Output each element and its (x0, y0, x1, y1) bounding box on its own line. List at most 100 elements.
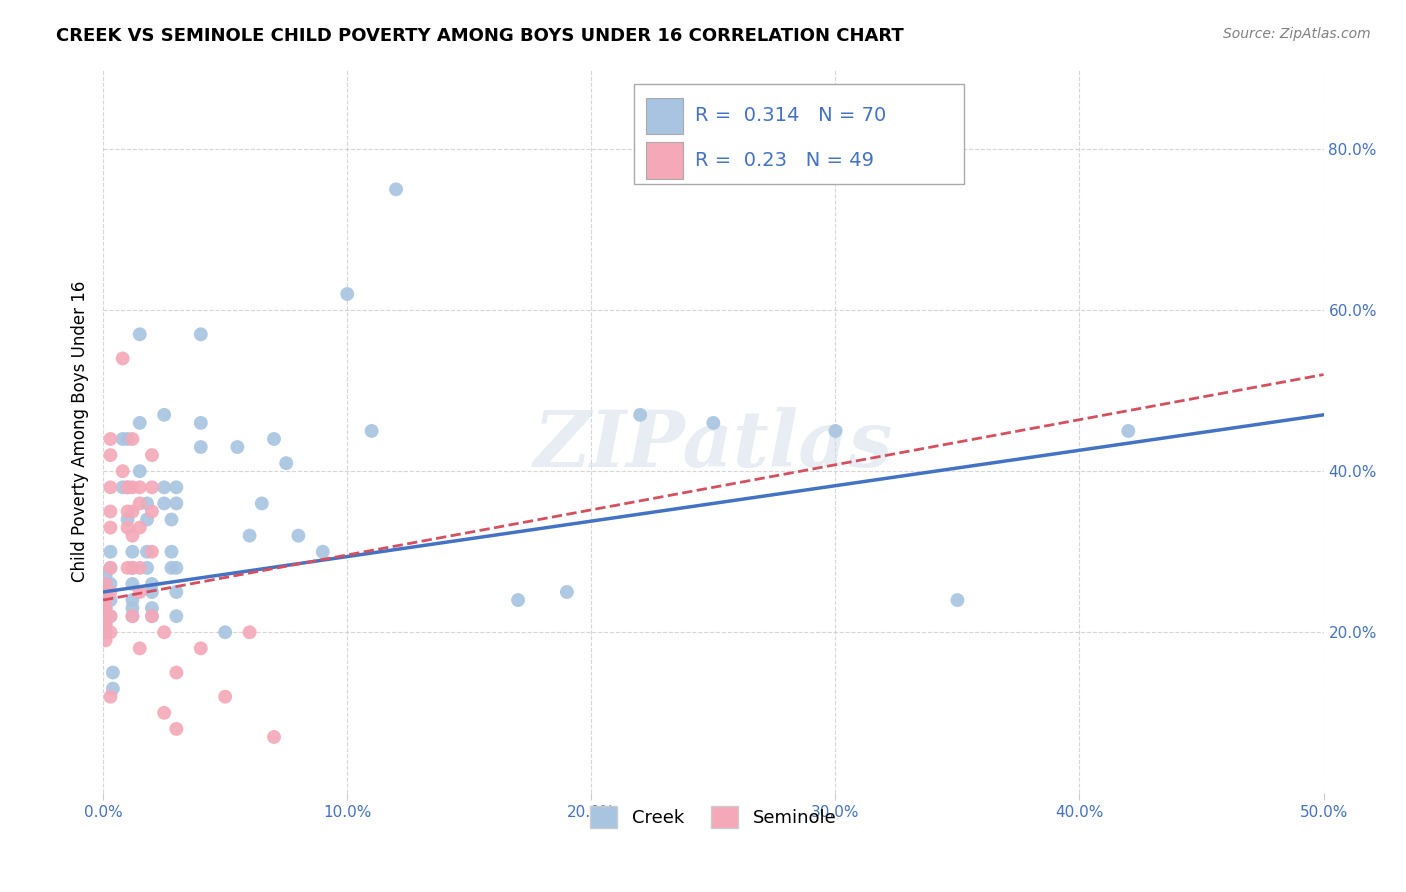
Point (824, 424, 846, 438)
Point (94, 577, 117, 591)
Point (100, 520, 122, 534)
Text: CREEK VS SEMINOLE CHILD POVERTY AMONG BOYS UNDER 16 CORRELATION CHART: CREEK VS SEMINOLE CHILD POVERTY AMONG BO… (56, 27, 904, 45)
Point (100, 609, 122, 624)
Point (250, 496, 273, 510)
Point (128, 496, 150, 510)
Point (136, 545, 159, 559)
Point (190, 416, 212, 430)
Point (153, 480, 176, 494)
Text: R =  0.23   N = 49: R = 0.23 N = 49 (695, 151, 875, 170)
Point (94, 577, 117, 591)
Point (100, 593, 122, 607)
Point (360, 424, 382, 438)
Point (160, 545, 183, 559)
Text: R =  0.314   N = 70: R = 0.314 N = 70 (695, 106, 886, 125)
Point (136, 496, 159, 510)
Point (628, 408, 651, 422)
FancyBboxPatch shape (634, 85, 963, 185)
Point (263, 432, 285, 446)
Point (214, 690, 236, 704)
Point (946, 593, 969, 607)
Point (121, 593, 143, 607)
Point (101, 681, 124, 696)
Legend: Creek, Seminole: Creek, Seminole (583, 798, 844, 835)
Point (94, 601, 117, 615)
Point (141, 577, 163, 591)
Point (153, 496, 176, 510)
Point (287, 528, 309, 542)
Point (160, 512, 183, 526)
Point (165, 480, 187, 494)
Point (385, 182, 408, 196)
Point (100, 561, 122, 575)
Point (165, 496, 187, 510)
Point (100, 690, 122, 704)
Point (101, 665, 124, 680)
Point (121, 601, 143, 615)
Point (94, 609, 117, 624)
Point (121, 609, 143, 624)
Point (100, 448, 122, 462)
Point (141, 504, 163, 518)
Point (111, 480, 134, 494)
Point (94, 593, 117, 607)
Point (128, 520, 150, 534)
Point (94, 633, 117, 648)
Point (100, 625, 122, 640)
Point (136, 561, 159, 575)
Point (128, 585, 150, 599)
Point (121, 545, 143, 559)
Point (190, 440, 212, 454)
Point (94, 609, 117, 624)
Point (1116, 424, 1139, 438)
Point (702, 416, 724, 430)
Point (121, 609, 143, 624)
Point (117, 561, 139, 575)
Point (312, 545, 335, 559)
Point (141, 585, 163, 599)
Point (160, 561, 183, 575)
Point (165, 561, 187, 575)
Point (141, 480, 163, 494)
Point (117, 520, 139, 534)
Text: Source: ZipAtlas.com: Source: ZipAtlas.com (1223, 27, 1371, 41)
Point (165, 609, 187, 624)
Point (121, 432, 143, 446)
Point (94, 585, 117, 599)
Point (136, 512, 159, 526)
Point (226, 440, 249, 454)
Point (121, 480, 143, 494)
Point (100, 504, 122, 518)
Point (121, 577, 143, 591)
Point (128, 641, 150, 656)
Point (153, 625, 176, 640)
Point (165, 665, 187, 680)
Point (128, 480, 150, 494)
Point (94, 625, 117, 640)
Point (100, 545, 122, 559)
Point (128, 416, 150, 430)
Point (100, 561, 122, 575)
Point (141, 545, 163, 559)
Point (100, 480, 122, 494)
Point (128, 464, 150, 478)
Point (117, 512, 139, 526)
Point (121, 504, 143, 518)
Point (128, 327, 150, 342)
Point (94, 601, 117, 615)
Point (111, 432, 134, 446)
Point (94, 593, 117, 607)
Point (336, 287, 359, 301)
Point (263, 730, 285, 744)
Point (190, 641, 212, 656)
Point (153, 706, 176, 720)
Point (94, 585, 117, 599)
Point (100, 609, 122, 624)
Point (100, 577, 122, 591)
Point (121, 561, 143, 575)
Point (111, 464, 134, 478)
Text: ZIPatlas: ZIPatlas (534, 407, 893, 483)
Point (190, 327, 212, 342)
Point (128, 561, 150, 575)
Point (117, 480, 139, 494)
